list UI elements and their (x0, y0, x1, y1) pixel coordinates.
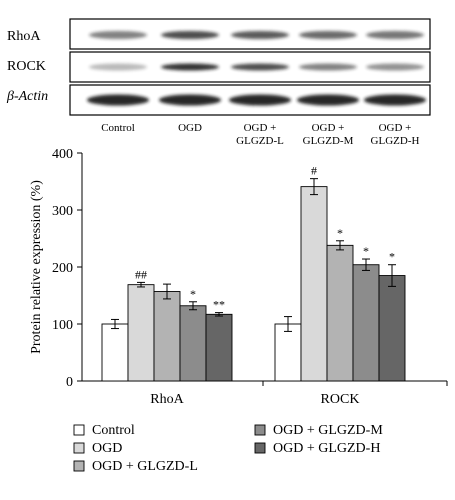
y-axis-ticks: 0 100 200 300 400 (52, 147, 82, 390)
rhoa-band-1 (89, 31, 147, 39)
legend-label-4: OGD + GLGZD-M (273, 423, 383, 438)
lane-label-control: Control (101, 122, 135, 134)
bar-rhoa-series-5 (205, 313, 233, 382)
rhoa-band-4 (299, 31, 357, 39)
x-category-label-rock: ROCK (321, 392, 360, 407)
y-tick-label-400: 400 (52, 147, 73, 162)
legend-swatch-5 (254, 442, 266, 454)
blot-bands-rhoa (89, 31, 424, 39)
legend-label-1: Control (92, 423, 135, 438)
y-axis-label: Protein relative expression (%) (29, 180, 44, 354)
rhoa-band-2 (161, 31, 219, 39)
significance-label-rock-3: * (337, 226, 343, 240)
y-tick-label-0: 0 (66, 375, 73, 390)
lane-label-ogd-h-1: OGD + (379, 122, 412, 134)
legend-swatch-2 (73, 442, 85, 454)
lane-label-ogd-l-2: GLGZD-L (236, 135, 284, 147)
lane-label-ogd: OGD (178, 122, 202, 134)
rock-band-5 (366, 63, 424, 71)
blot-label-beta-actin: β-Actin (6, 89, 48, 104)
rock-band-3 (231, 63, 289, 71)
blot-label-rhoa: RhoA (7, 29, 41, 44)
rhoa-band-3 (231, 31, 289, 39)
rock-band-1 (89, 63, 147, 71)
lane-label-ogd-m-2: GLGZD-M (303, 135, 354, 147)
legend-swatch-1 (73, 424, 85, 436)
rock-band-4 (299, 63, 357, 71)
legend-label-5: OGD + GLGZD-H (273, 441, 380, 456)
significance-label-rhoa-4: * (190, 287, 196, 301)
beta-actin-band-1 (87, 94, 149, 106)
bar-rock-series-3 (326, 244, 354, 382)
significance-label-rock-4: * (363, 244, 369, 258)
legend-label-3: OGD + GLGZD-L (92, 459, 198, 474)
bar-rock-series-5 (378, 275, 406, 382)
bar-chart: Protein relative expression (%) 0 100 200 3… (29, 147, 448, 407)
bar-rock-series-1 (274, 323, 302, 382)
legend-swatch-4 (254, 424, 266, 436)
significance-label-rock-2: # (311, 164, 317, 178)
bar-rhoa-series-2 (127, 284, 155, 382)
legend-label-2: OGD (92, 441, 122, 456)
blot-label-rock: ROCK (7, 59, 46, 74)
beta-actin-band-2 (159, 94, 221, 106)
lane-label-ogd-h-2: GLGZD-H (371, 135, 420, 147)
beta-actin-band-4 (297, 94, 359, 106)
bar-rhoa-series-4 (179, 305, 207, 382)
y-tick-label-200: 200 (52, 261, 73, 276)
lane-label-ogd-l-1: OGD + (244, 122, 277, 134)
y-tick-label-300: 300 (52, 204, 73, 219)
rock-band-2 (161, 63, 219, 71)
beta-actin-band-3 (229, 94, 291, 106)
bar-rock-series-4 (352, 264, 380, 382)
significance-label-rock-5: * (389, 250, 395, 264)
bar-rhoa-series-1 (101, 323, 129, 382)
blot-lane-labels: Control OGD OGD + GLGZD-L OGD + GLGZD-M … (101, 122, 419, 147)
beta-actin-band-5 (364, 94, 426, 106)
bars: ##***#** * (101, 164, 406, 382)
blot-bands-beta-actin (87, 94, 426, 106)
legend-swatch-3 (73, 460, 85, 472)
significance-label-rhoa-5: ** (213, 298, 225, 312)
lane-label-ogd-m-1: OGD + (312, 122, 345, 134)
western-blot-panel: RhoA ROCK β-Actin Control OGD OGD + GLGZ… (6, 18, 431, 147)
bar-rock-series-2 (300, 186, 328, 382)
blot-bands-rock (89, 63, 424, 71)
significance-label-rhoa-2: ## (135, 267, 147, 281)
legend: Control OGD OGD + GLGZD-L OGD + GLGZD-M OGD … (73, 423, 383, 474)
x-axis-category-labels: RhoA ROCK (150, 392, 359, 407)
y-tick-label-100: 100 (52, 318, 73, 333)
x-category-label-rhoa: RhoA (150, 392, 184, 407)
bar-rhoa-series-3 (153, 291, 181, 382)
rhoa-band-5 (366, 31, 424, 39)
